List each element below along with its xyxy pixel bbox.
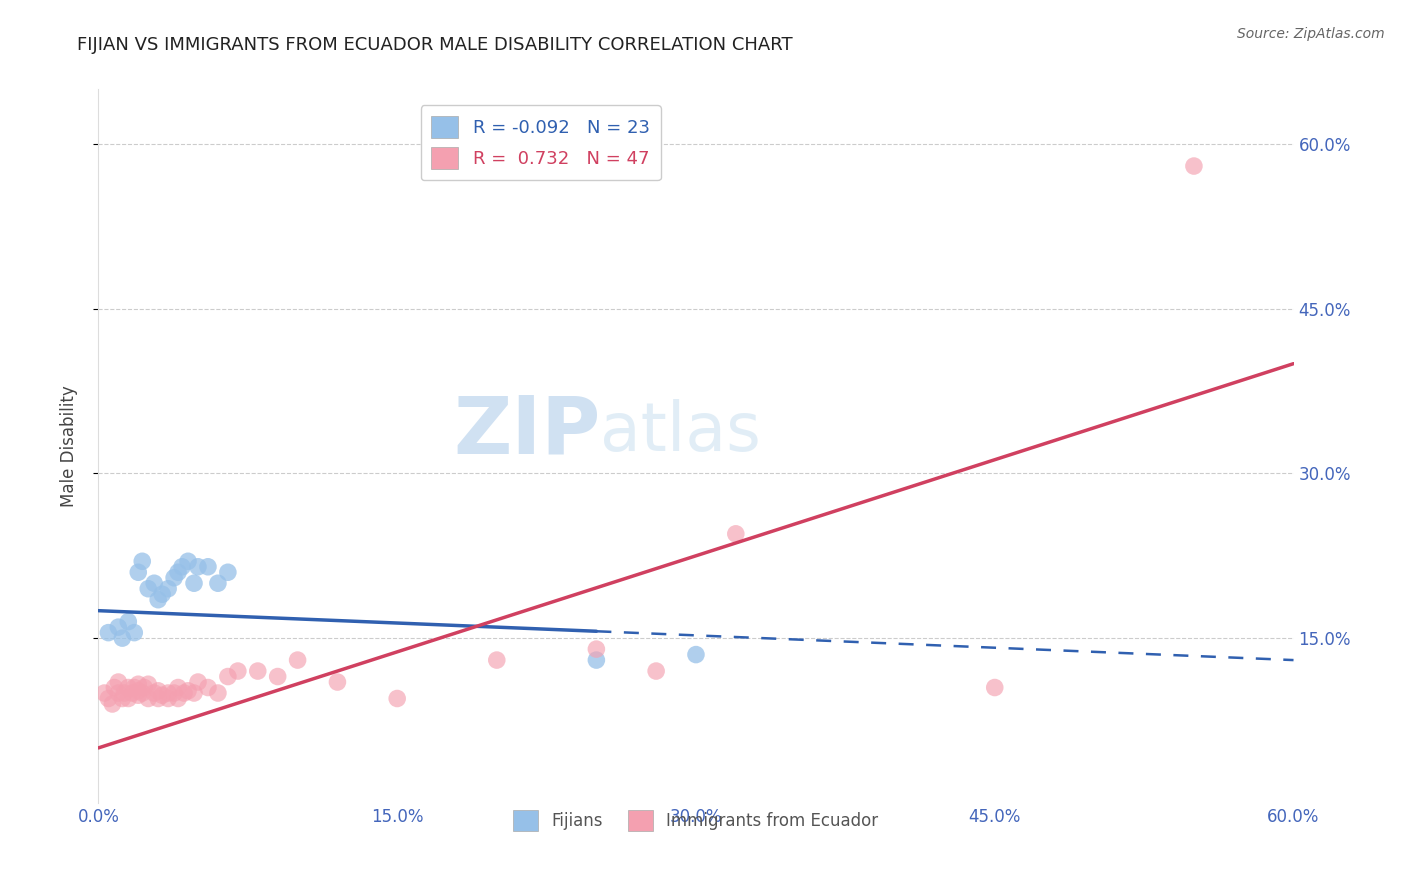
Point [111, 631, 134, 645]
Point [150, 688, 173, 702]
Point [136, 677, 159, 691]
Y-axis label: Male Disability: Male Disability [59, 385, 77, 507]
Point [485, 653, 508, 667]
Point [103, 681, 125, 695]
Point [157, 582, 180, 596]
Point [121, 686, 143, 700]
Point [267, 669, 290, 683]
Point [163, 571, 186, 585]
Text: FIJIAN VS IMMIGRANTS FROM ECUADOR MALE DISABILITY CORRELATION CHART: FIJIAN VS IMMIGRANTS FROM ECUADOR MALE D… [77, 36, 793, 54]
Point [226, 664, 249, 678]
Point [183, 576, 205, 591]
Point [167, 566, 190, 580]
Point [163, 686, 186, 700]
Point [187, 559, 209, 574]
Point [287, 653, 309, 667]
Point [197, 559, 219, 574]
Point [150, 587, 173, 601]
Point [1182, 159, 1205, 173]
Point [107, 620, 129, 634]
Point [585, 653, 607, 667]
Point [143, 576, 166, 591]
Point [187, 675, 209, 690]
Point [197, 681, 219, 695]
Point [217, 669, 239, 683]
Point [131, 686, 153, 700]
Legend: Fijians, Immigrants from Ecuador: Fijians, Immigrants from Ecuador [506, 804, 886, 838]
Point [127, 566, 149, 580]
Point [127, 677, 149, 691]
Point [207, 576, 229, 591]
Point [246, 664, 269, 678]
Point [984, 681, 1007, 695]
Point [143, 686, 166, 700]
Point [172, 559, 194, 574]
Point [127, 688, 149, 702]
Point [101, 697, 124, 711]
Point [167, 691, 190, 706]
Point [112, 686, 135, 700]
Point [217, 566, 239, 580]
Text: Source: ZipAtlas.com: Source: ZipAtlas.com [1237, 27, 1385, 41]
Point [117, 615, 139, 629]
Point [157, 686, 180, 700]
Point [148, 592, 170, 607]
Point [207, 686, 229, 700]
Point [685, 648, 707, 662]
Point [107, 675, 129, 690]
Point [97, 691, 120, 706]
Point [107, 686, 129, 700]
Point [117, 691, 139, 706]
Point [183, 686, 205, 700]
Point [134, 681, 156, 695]
Point [177, 683, 200, 698]
Point [177, 554, 200, 568]
Point [645, 664, 668, 678]
Point [127, 683, 149, 698]
Point [385, 691, 409, 706]
Text: atlas: atlas [600, 399, 761, 465]
Point [93, 686, 115, 700]
Point [111, 691, 134, 706]
Point [136, 582, 159, 596]
Point [148, 683, 170, 698]
Point [148, 691, 170, 706]
Text: ZIP: ZIP [453, 392, 600, 471]
Point [724, 526, 747, 541]
Point [124, 625, 146, 640]
Point [136, 691, 159, 706]
Point [124, 681, 146, 695]
Point [167, 681, 190, 695]
Point [97, 625, 120, 640]
Point [131, 554, 153, 568]
Point [585, 642, 607, 657]
Point [157, 691, 180, 706]
Point [173, 686, 195, 700]
Point [326, 675, 349, 690]
Point [117, 681, 139, 695]
